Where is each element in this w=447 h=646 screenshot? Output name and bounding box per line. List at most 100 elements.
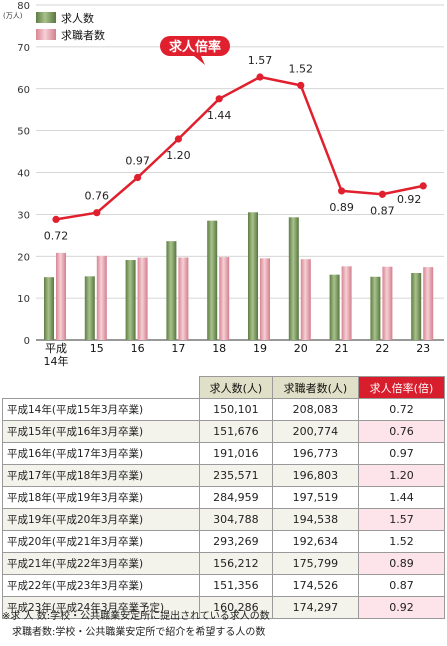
row-label: 平成19年(平成20年3月卒業) [2, 508, 200, 531]
bar-seekers [341, 266, 352, 340]
header-seekers: 求職者数(人) [271, 376, 359, 399]
table-row: 平成23年(平成24年3月卒業予定) 160,286 174,297 0.92 [2, 596, 446, 619]
ratio-point [256, 73, 264, 81]
bar-seekers [260, 258, 270, 340]
seekers-cell: 196,773 [271, 442, 359, 465]
jobs-cell: 191,016 [198, 442, 273, 465]
table-row: 平成20年(平成21年3月卒業) 293,269 192,634 1.52 [2, 530, 446, 553]
table-row: 平成21年(平成22年3月卒業) 156,212 175,799 0.89 [2, 552, 446, 575]
row-label: 平成14年(平成15年3月卒業) [2, 398, 200, 421]
legend-swatch-jobs [36, 12, 56, 23]
jobs-cell: 156,212 [198, 552, 273, 575]
ratio-cell: 1.20 [357, 464, 446, 487]
legend-label-jobs: 求人数 [61, 12, 94, 25]
bar-jobs [329, 274, 340, 340]
footnote-jobs: ※求 人 数:学校・公共職業安定所に提出されている求人の数 [2, 611, 270, 622]
seekers-cell: 200,774 [271, 420, 359, 443]
y-tick-label: 10 [17, 294, 30, 305]
bar-seekers [137, 257, 148, 340]
jobs-cell: 235,571 [198, 464, 273, 487]
ratio-data-label: 0.76 [85, 190, 110, 203]
bar-jobs [411, 273, 422, 340]
table-row: 平成15年(平成16年3月卒業) 151,676 200,774 0.76 [2, 420, 446, 443]
ratio-cell: 1.52 [357, 530, 446, 553]
jobs-cell: 160,286 [198, 596, 273, 619]
bar-seekers [178, 257, 189, 340]
ratio-cell: 1.57 [357, 508, 446, 531]
x-tick-label: 19 [253, 342, 267, 355]
ratio-point [93, 209, 101, 217]
ratio-point [134, 173, 142, 182]
footnotes: ※求 人 数:学校・公共職業安定所に提出されている求人の数 求職者数:学校・公共… [2, 609, 270, 641]
footnote-seekers: 求職者数:学校・公共職業安定所で紹介を希望する人の数 [12, 627, 266, 638]
legend: 求人数 求職者数 [36, 12, 105, 42]
jobs-cell: 150,101 [198, 398, 273, 421]
row-label: 平成18年(平成19年3月卒業) [2, 486, 200, 509]
bar-jobs [84, 276, 95, 340]
table-row: 平成22年(平成23年3月卒業) 151,356 174,526 0.87 [2, 574, 446, 597]
ratio-data-label: 0.89 [329, 201, 354, 214]
ratio-data-label: 1.52 [289, 62, 314, 75]
ratio-data-label: 0.97 [125, 155, 150, 168]
y-tick-label: 20 [17, 252, 30, 263]
jobs-cell: 151,356 [198, 574, 273, 597]
ratio-data-label: 0.87 [370, 204, 395, 217]
jobs-cell: 284,959 [198, 486, 273, 509]
y-tick-label: 70 [17, 43, 30, 54]
bar-seekers [219, 257, 230, 340]
ratio-callout: 求人倍率 [160, 36, 230, 65]
row-label: 平成15年(平成16年3月卒業) [2, 420, 200, 443]
table-corner [2, 376, 200, 399]
header-jobs: 求人数(人) [198, 376, 273, 399]
ratio-data-label: 0.92 [397, 193, 422, 206]
jobs-cell: 151,676 [198, 420, 273, 443]
ratio-cell: 0.89 [357, 552, 446, 575]
row-label: 平成21年(平成22年3月卒業) [2, 552, 200, 575]
bar-jobs [288, 217, 299, 340]
jobs-cell: 304,788 [198, 508, 273, 531]
bar-jobs [370, 276, 381, 340]
y-tick-label: 80 [17, 1, 30, 12]
seekers-cell: 196,803 [271, 464, 359, 487]
ratio-cell: 0.92 [357, 596, 446, 619]
bar-jobs [248, 212, 258, 340]
x-axis: 平成 14年 15 16 17 18 19 20 21 22 23 [44, 342, 431, 368]
ratio-cell: 0.72 [357, 398, 446, 421]
x-tick-label: 22 [375, 342, 389, 355]
x-tick-label: 20 [294, 342, 308, 355]
ratio-point [338, 187, 346, 195]
jobs-cell: 293,269 [198, 530, 273, 553]
y-axis: 0 10 20 30 40 50 60 70 80(万人) [3, 1, 30, 347]
seekers-cell: 175,799 [271, 552, 359, 575]
table-row: 平成17年(平成18年3月卒業) 235,571 196,803 1.20 [2, 464, 446, 487]
bar-jobs [166, 241, 177, 340]
row-label: 平成17年(平成18年3月卒業) [2, 464, 200, 487]
bar-seekers [423, 267, 434, 340]
seekers-cell: 174,526 [271, 574, 359, 597]
seekers-cell: 197,519 [271, 486, 359, 509]
seekers-cell: 192,634 [271, 530, 359, 553]
ratio-point [297, 81, 305, 89]
x-tick-label: 17 [171, 342, 185, 355]
bar-jobs [125, 260, 136, 340]
y-tick-label: 40 [17, 169, 30, 180]
x-tick-label: 15 [90, 342, 104, 355]
ratio-cell: 0.97 [357, 442, 446, 465]
x-tick-label: 16 [131, 342, 145, 355]
ratio-callout-label: 求人倍率 [169, 39, 221, 55]
legend-label-seekers: 求職者数 [61, 29, 105, 42]
bar-jobs [207, 220, 218, 340]
bar-jobs [44, 277, 54, 340]
header-ratio: 求人倍率(倍) [357, 376, 446, 399]
seekers-cell: 208,083 [271, 398, 359, 421]
table-row: 平成16年(平成17年3月卒業) 191,016 196,773 0.97 [2, 442, 446, 465]
ratio-line-layer: 0.72 0.76 0.97 1.20 1.44 1.57 1.52 0.89 0.870.92 [44, 54, 427, 242]
table-row: 平成14年(平成15年3月卒業) 150,101 208,083 0.72 [2, 398, 446, 421]
y-tick-label: 60 [17, 85, 30, 96]
y-tick-label: 30 [17, 210, 30, 221]
ratio-data-label: 1.44 [207, 109, 232, 122]
ratio-data-label: 1.20 [166, 149, 191, 162]
ratio-point [174, 135, 182, 143]
x-tick-label: 18 [212, 342, 226, 355]
ratio-data-label: 0.72 [44, 229, 69, 242]
